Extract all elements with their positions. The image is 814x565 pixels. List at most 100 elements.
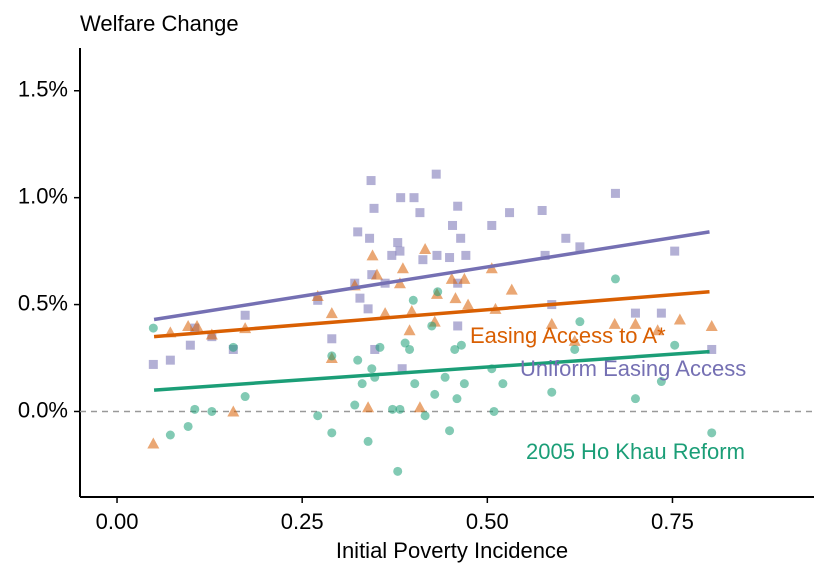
point: [350, 400, 360, 410]
point: [388, 404, 398, 414]
point: [370, 268, 383, 280]
point: [575, 242, 585, 252]
point: [656, 308, 666, 318]
y-tick-label: 1.0%: [18, 183, 68, 208]
point: [370, 344, 380, 354]
point: [453, 321, 463, 331]
point: [313, 411, 323, 421]
point: [365, 233, 375, 243]
point: [540, 250, 550, 260]
point: [656, 377, 666, 387]
point: [453, 201, 463, 211]
point: [670, 246, 680, 256]
point: [707, 428, 717, 438]
point: [459, 379, 469, 389]
point: [362, 401, 375, 413]
point: [327, 334, 337, 344]
point: [630, 308, 640, 318]
point: [147, 437, 160, 449]
point: [608, 317, 621, 329]
point: [367, 364, 377, 374]
x-tick-label: 0.50: [466, 509, 509, 534]
point: [311, 290, 324, 302]
point: [448, 220, 458, 230]
point: [427, 321, 437, 331]
point: [456, 233, 466, 243]
point: [440, 372, 450, 382]
point: [363, 304, 373, 314]
point: [367, 270, 377, 280]
point: [369, 203, 379, 213]
y-tick-label: 0.5%: [18, 290, 68, 315]
x-axis-label: Initial Poverty Incidence: [336, 538, 568, 563]
point: [148, 359, 158, 369]
point: [547, 387, 557, 397]
point: [397, 364, 407, 374]
point: [228, 342, 238, 352]
point: [450, 344, 460, 354]
point: [561, 233, 571, 243]
point: [705, 319, 718, 331]
fit-line: [153, 289, 710, 339]
point: [462, 298, 475, 310]
point: [433, 287, 443, 297]
point: [610, 274, 620, 284]
point: [505, 283, 518, 295]
point: [431, 169, 441, 179]
point: [165, 355, 175, 365]
point: [191, 319, 204, 331]
point: [445, 272, 458, 284]
point: [387, 250, 397, 260]
series-label: Uniform Easing Access: [520, 356, 746, 381]
point: [366, 176, 376, 186]
point: [489, 406, 499, 416]
point: [403, 324, 416, 336]
point: [405, 344, 415, 354]
point: [413, 401, 426, 413]
point: [445, 426, 455, 436]
point: [445, 253, 455, 263]
point: [375, 342, 385, 352]
x-tick-label: 0.25: [281, 509, 324, 534]
point: [379, 307, 392, 319]
point: [240, 310, 250, 320]
point: [396, 262, 409, 274]
point: [185, 340, 195, 350]
point: [366, 249, 379, 261]
point: [545, 317, 558, 329]
series-label: 2005 Ho Khau Reform: [526, 439, 745, 464]
point: [405, 304, 418, 316]
point: [670, 340, 680, 350]
point: [458, 272, 471, 284]
point: [420, 411, 430, 421]
point: [207, 406, 217, 416]
point: [419, 242, 432, 254]
point: [575, 317, 585, 327]
point: [395, 404, 405, 414]
point: [355, 293, 365, 303]
x-tick-label: 0.75: [651, 509, 694, 534]
point: [570, 344, 580, 354]
point: [415, 208, 425, 218]
point: [498, 379, 508, 389]
x-tick-label: 0.00: [96, 509, 139, 534]
point: [327, 428, 337, 438]
point: [183, 421, 193, 431]
y-tick-label: 1.5%: [18, 77, 68, 102]
series-label: Easing Access to A*: [470, 323, 666, 348]
point: [182, 319, 195, 331]
fit-line: [153, 230, 710, 322]
point: [408, 295, 418, 305]
point: [418, 255, 428, 265]
point: [505, 208, 515, 218]
point: [327, 351, 337, 361]
point: [449, 292, 462, 304]
point: [456, 340, 466, 350]
point: [227, 405, 240, 417]
point: [673, 313, 686, 325]
chart-title: Welfare Change: [80, 11, 239, 36]
point: [165, 430, 175, 440]
point: [651, 324, 664, 336]
point: [353, 227, 363, 237]
fit-line: [153, 349, 710, 392]
